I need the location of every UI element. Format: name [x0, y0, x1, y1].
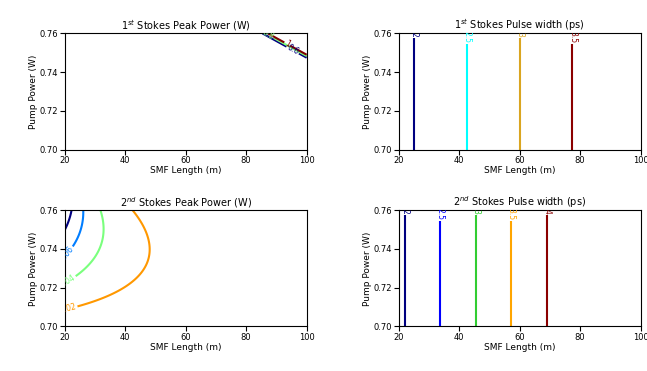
- Y-axis label: Pump Power (W): Pump Power (W): [364, 55, 372, 129]
- Text: 1: 1: [283, 39, 292, 49]
- Text: 2: 2: [409, 32, 418, 37]
- X-axis label: SMF Length (m): SMF Length (m): [484, 343, 555, 352]
- Y-axis label: Pump Power (W): Pump Power (W): [29, 231, 38, 305]
- Y-axis label: Pump Power (W): Pump Power (W): [29, 55, 38, 129]
- Title: 2$^{nd}$ Stokes Pulse width (ps): 2$^{nd}$ Stokes Pulse width (ps): [453, 194, 586, 210]
- Text: 0.04: 0.04: [58, 273, 78, 290]
- Text: 0.8: 0.8: [260, 28, 275, 42]
- Text: 0.06: 0.06: [58, 244, 76, 263]
- X-axis label: SMF Length (m): SMF Length (m): [484, 166, 555, 175]
- X-axis label: SMF Length (m): SMF Length (m): [150, 343, 221, 352]
- Text: 2.5: 2.5: [435, 208, 444, 220]
- Text: 3: 3: [515, 32, 524, 37]
- Y-axis label: Pump Power (W): Pump Power (W): [364, 231, 372, 305]
- X-axis label: SMF Length (m): SMF Length (m): [150, 166, 221, 175]
- Title: 1$^{st}$ Stokes Peak Power (W): 1$^{st}$ Stokes Peak Power (W): [121, 19, 250, 33]
- Text: 0.02: 0.02: [59, 302, 78, 315]
- Text: 2.5: 2.5: [462, 31, 471, 43]
- Text: 4: 4: [542, 209, 551, 214]
- Text: 3: 3: [471, 209, 480, 214]
- Text: 2: 2: [400, 209, 409, 214]
- Title: 2$^{nd}$ Stokes Peak Power (W): 2$^{nd}$ Stokes Peak Power (W): [120, 196, 252, 210]
- Title: 1$^{st}$ Stokes Pulse width (ps): 1$^{st}$ Stokes Pulse width (ps): [454, 17, 585, 33]
- Text: 3.5: 3.5: [507, 208, 516, 220]
- Text: 3.5: 3.5: [568, 31, 577, 43]
- Text: 0.6: 0.6: [285, 43, 300, 57]
